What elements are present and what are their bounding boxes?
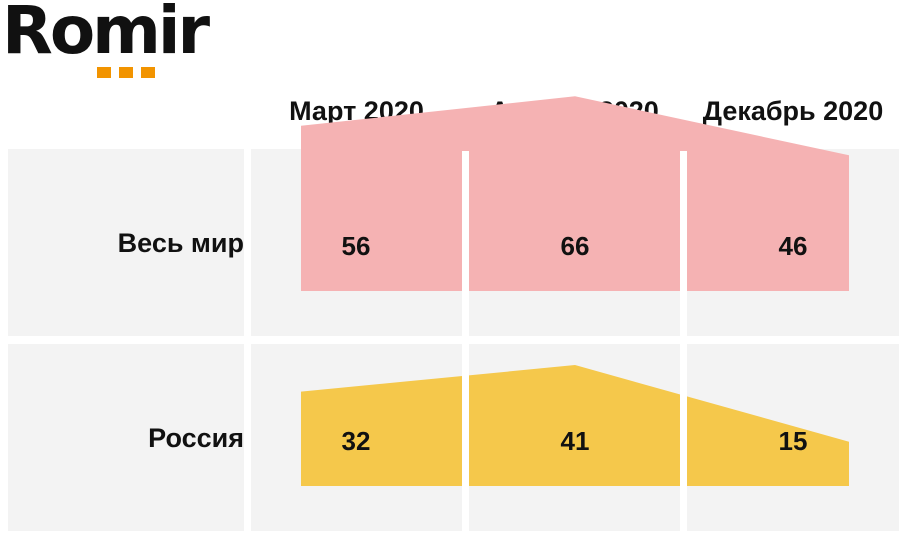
column-separator	[462, 346, 469, 488]
logo-dot	[119, 67, 133, 78]
data-label: 46	[779, 231, 808, 261]
series-area-russia	[301, 365, 849, 486]
logo-dots	[97, 67, 155, 78]
data-label: 66	[561, 231, 590, 261]
column-separator	[680, 346, 687, 488]
row-label-cell-russia	[8, 344, 244, 531]
romir-logo: Romir	[2, 0, 210, 78]
column-header-december: Декабрь 2020	[702, 96, 884, 126]
row-label-world: Весь мир	[117, 228, 244, 258]
column-separator	[680, 151, 687, 293]
data-label: 56	[342, 231, 371, 261]
column-separator	[462, 151, 469, 293]
data-label: 32	[342, 426, 371, 456]
data-label: 15	[779, 426, 808, 456]
logo-dot	[141, 67, 155, 78]
series-area-world	[301, 96, 849, 291]
row-label-russia: Россия	[148, 423, 244, 453]
row-label-cell-world	[8, 149, 244, 336]
logo-dot	[97, 67, 111, 78]
data-label: 41	[561, 426, 590, 456]
logo-wordmark: Romir	[2, 0, 210, 69]
